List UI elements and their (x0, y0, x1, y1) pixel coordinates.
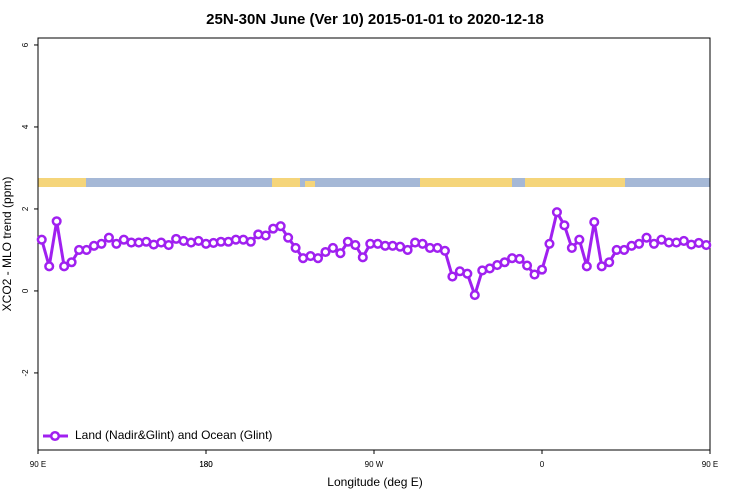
point (283, 232, 294, 243)
point (111, 238, 122, 249)
point (350, 239, 361, 251)
point (634, 238, 645, 249)
x-tick-label: 90 E (702, 460, 718, 469)
map-strip (38, 178, 710, 187)
point (641, 232, 652, 243)
point (439, 245, 450, 256)
chart-title: 25N-30N June (Ver 10) 2015-01-01 to 2020… (206, 11, 544, 28)
point (357, 252, 368, 263)
y-tick-label: 0 (21, 288, 30, 293)
point (402, 244, 413, 255)
point (275, 221, 286, 232)
point (648, 238, 660, 249)
point (529, 269, 540, 280)
point (96, 238, 107, 249)
point (59, 261, 70, 272)
x-tick-label: 90 W (365, 460, 384, 469)
y-tick-label: 4 (21, 124, 30, 129)
y-tick-label: 2 (21, 206, 30, 211)
point (36, 234, 47, 245)
point (678, 235, 689, 246)
point (589, 217, 600, 228)
point (701, 239, 712, 251)
point (245, 236, 256, 247)
point (163, 239, 174, 251)
point (596, 261, 607, 272)
point (260, 230, 271, 241)
y-tick-label: -2 (21, 369, 30, 377)
point (327, 242, 338, 253)
point (103, 232, 114, 243)
x-tick-label: 0 (540, 460, 545, 469)
point (551, 207, 562, 218)
point (544, 238, 555, 249)
point (514, 253, 525, 265)
series-line (40, 208, 707, 300)
point (604, 257, 615, 268)
point (320, 246, 331, 258)
point (44, 261, 55, 272)
x-tick-label: 90 E (30, 460, 46, 469)
point (469, 289, 480, 301)
point (417, 238, 428, 249)
legend-marker (49, 430, 61, 442)
point (499, 257, 510, 268)
point (566, 242, 577, 253)
point (574, 234, 585, 245)
point (335, 248, 346, 259)
point (522, 260, 533, 271)
point (312, 253, 324, 264)
point (447, 271, 458, 282)
point (462, 268, 473, 279)
point (536, 264, 548, 275)
point (66, 257, 77, 268)
y-tick-label: 6 (21, 42, 30, 47)
point (581, 261, 592, 272)
point (81, 244, 92, 255)
x-axis-label: Longitude (deg E) (327, 475, 422, 489)
point (619, 244, 630, 255)
point (290, 242, 301, 253)
y-axis-label: XCO2 - MLO trend (ppm) (0, 177, 14, 312)
point (559, 220, 570, 231)
x-tick-label: 180 (199, 460, 213, 469)
x-tick-label: 180 (199, 460, 213, 469)
point (51, 216, 62, 227)
legend-label: Land (Nadir&Glint) and Ocean (Glint) (75, 428, 272, 442)
